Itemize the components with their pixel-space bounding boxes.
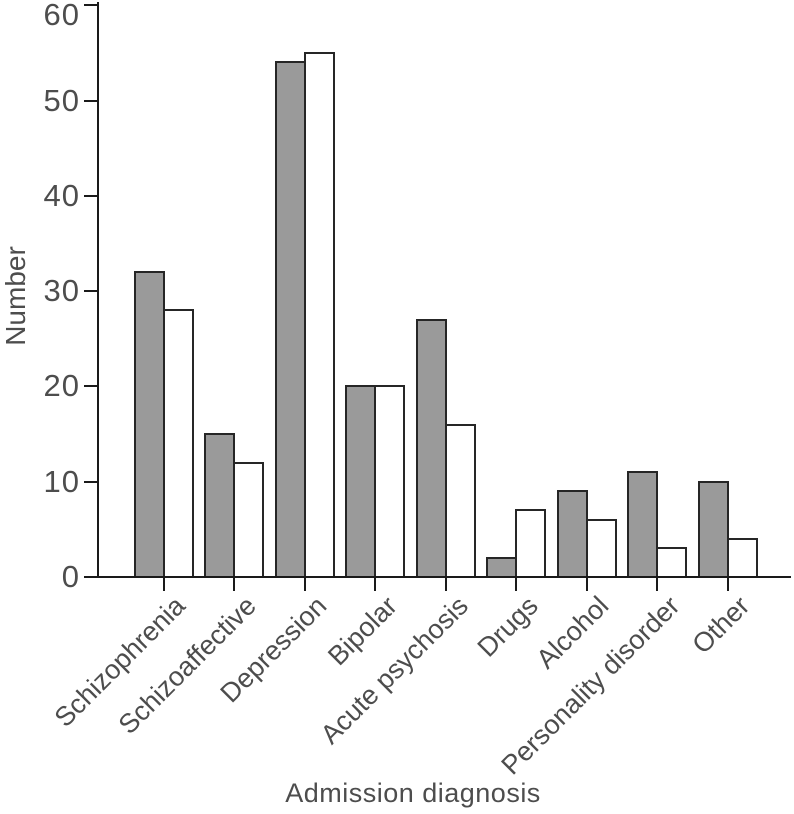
bar-depression-gray xyxy=(274,61,306,578)
y-tick-label-20: 20 xyxy=(43,368,80,403)
x-tick-label-other: Other xyxy=(686,590,756,660)
y-tick-label-50: 50 xyxy=(43,83,80,118)
y-tick-0 xyxy=(84,576,97,578)
y-tick-label-10: 10 xyxy=(43,464,80,499)
y-tick-label-30: 30 xyxy=(43,273,80,308)
x-axis-title: Admission diagnosis xyxy=(285,778,541,808)
x-tick-alcohol xyxy=(585,578,588,591)
y-tick-10 xyxy=(84,481,97,483)
bar-personality-disorder-white xyxy=(656,547,688,578)
x-tick-personality-disorder xyxy=(656,578,659,591)
bar-bipolar-gray xyxy=(345,385,377,578)
bar-schizoaffective-white xyxy=(233,462,265,578)
bar-alcohol-gray xyxy=(556,490,588,578)
x-axis-line xyxy=(97,576,791,578)
y-tick-label-0: 0 xyxy=(61,559,80,594)
y-tick-30 xyxy=(84,290,97,292)
x-tick-schizophrenia xyxy=(162,578,165,591)
bar-drugs-white xyxy=(515,509,547,578)
y-axis-line xyxy=(97,2,99,578)
x-tick-acute-psychosis xyxy=(444,578,447,591)
y-tick-label-60: 60 xyxy=(43,0,80,32)
y-tick-50 xyxy=(84,100,97,102)
bar-acute-psychosis-gray xyxy=(415,319,447,578)
x-tick-schizoaffective xyxy=(233,578,236,591)
y-tick-40 xyxy=(84,195,97,197)
bar-schizophrenia-gray xyxy=(133,271,165,578)
x-tick-drugs xyxy=(515,578,518,591)
bar-drugs-gray xyxy=(486,557,518,578)
bar-bipolar-white xyxy=(374,385,406,578)
y-tick-60 xyxy=(84,4,97,6)
y-tick-label-40: 40 xyxy=(43,178,80,213)
x-tick-depression xyxy=(303,578,306,591)
bar-schizophrenia-white xyxy=(162,309,194,578)
x-tick-other xyxy=(726,578,729,591)
bar-personality-disorder-gray xyxy=(627,471,659,578)
bar-schizoaffective-gray xyxy=(204,433,236,578)
bar-other-white xyxy=(726,538,758,578)
y-tick-20 xyxy=(84,385,97,387)
bar-acute-psychosis-white xyxy=(444,424,476,578)
bar-depression-white xyxy=(303,52,335,578)
bar-other-gray xyxy=(697,481,729,578)
x-tick-bipolar xyxy=(374,578,377,591)
bar-alcohol-white xyxy=(585,519,617,578)
